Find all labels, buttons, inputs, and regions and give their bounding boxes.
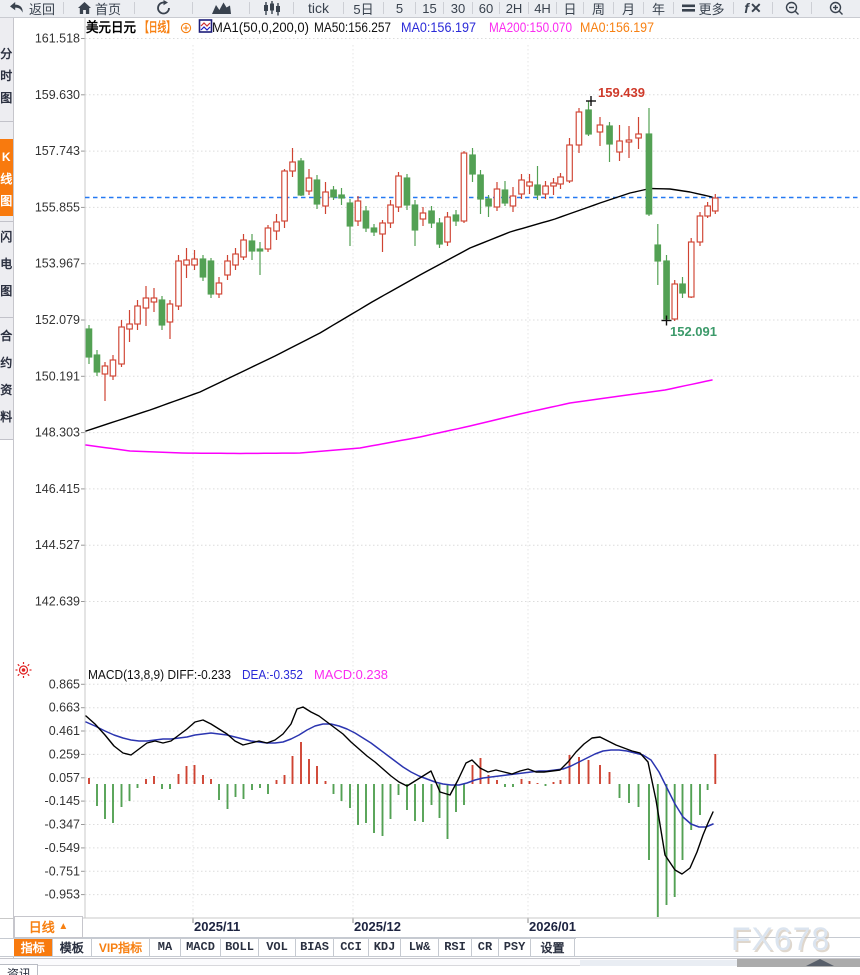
svg-text:【日线】: 【日线】 — [140, 19, 175, 35]
svg-text:FX678: FX678 — [733, 923, 832, 959]
svg-text:144.527: 144.527 — [35, 538, 80, 552]
svg-text:0.663: 0.663 — [49, 701, 80, 715]
svg-text:2026/01: 2026/01 — [529, 919, 576, 934]
svg-text:2025/12: 2025/12 — [354, 919, 401, 934]
svg-text:157.743: 157.743 — [35, 144, 80, 158]
svg-text:152.079: 152.079 — [35, 313, 80, 327]
svg-text:159.439: 159.439 — [598, 85, 645, 100]
svg-text:-0.751: -0.751 — [45, 864, 80, 878]
svg-text:FX678: FX678 — [731, 921, 830, 957]
svg-text:153.967: 153.967 — [35, 257, 80, 271]
svg-text:152.091: 152.091 — [670, 324, 717, 339]
svg-text:MACD:0.238: MACD:0.238 — [314, 667, 388, 682]
svg-text:146.415: 146.415 — [35, 482, 80, 496]
svg-text:MACD(13,8,9) DIFF:-0.233: MACD(13,8,9) DIFF:-0.233 — [88, 667, 231, 682]
svg-text:-0.953: -0.953 — [45, 888, 80, 902]
svg-text:MA1(50,0,200,0): MA1(50,0,200,0) — [212, 20, 309, 35]
svg-text:155.855: 155.855 — [35, 200, 80, 214]
svg-text:159.630: 159.630 — [35, 88, 80, 102]
svg-text:DEA:-0.352: DEA:-0.352 — [242, 667, 303, 682]
svg-text:MA0:156.197: MA0:156.197 — [580, 20, 654, 35]
svg-text:2025/11: 2025/11 — [194, 919, 240, 934]
svg-text:161.518: 161.518 — [35, 32, 80, 46]
svg-text:MA200:150.070: MA200:150.070 — [489, 20, 572, 35]
svg-text:美元日元: 美元日元 — [86, 19, 136, 35]
svg-text:-0.347: -0.347 — [45, 818, 80, 832]
svg-text:0.057: 0.057 — [49, 771, 80, 785]
svg-text:150.191: 150.191 — [35, 369, 80, 383]
svg-text:0.461: 0.461 — [49, 724, 80, 738]
svg-text:MA0:156.197: MA0:156.197 — [401, 20, 476, 35]
svg-text:0.259: 0.259 — [49, 747, 80, 761]
svg-text:148.303: 148.303 — [35, 426, 80, 440]
svg-text:MA50:156.257: MA50:156.257 — [314, 20, 391, 35]
svg-text:0.865: 0.865 — [49, 677, 80, 691]
svg-text:142.639: 142.639 — [35, 595, 80, 609]
svg-text:-0.145: -0.145 — [45, 794, 80, 808]
svg-text:-0.549: -0.549 — [45, 841, 80, 855]
